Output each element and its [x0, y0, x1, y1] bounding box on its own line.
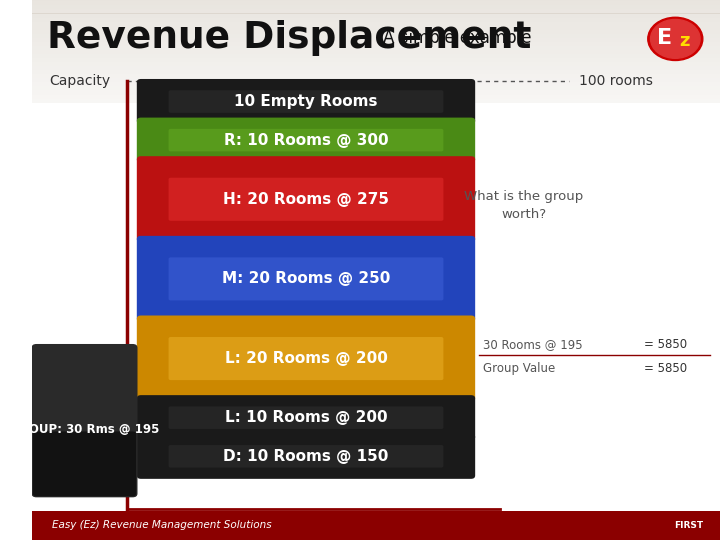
- Bar: [32, 103, 720, 106]
- Circle shape: [648, 17, 703, 60]
- Bar: [32, 33, 720, 38]
- Bar: [32, 94, 720, 98]
- Text: Easy (Ez) Revenue Management Solutions: Easy (Ez) Revenue Management Solutions: [52, 521, 271, 530]
- Text: 30 Rooms @ 195: 30 Rooms @ 195: [482, 338, 582, 351]
- FancyBboxPatch shape: [168, 90, 444, 113]
- Text: 10 Empty Rooms: 10 Empty Rooms: [234, 94, 378, 109]
- Bar: [32, 511, 720, 540]
- FancyBboxPatch shape: [168, 129, 444, 151]
- Bar: [32, 10, 720, 14]
- Bar: [32, 78, 720, 82]
- Bar: [32, 115, 720, 119]
- FancyBboxPatch shape: [168, 337, 444, 380]
- Bar: [32, 99, 720, 103]
- FancyBboxPatch shape: [137, 315, 475, 402]
- FancyBboxPatch shape: [137, 395, 475, 440]
- FancyBboxPatch shape: [168, 407, 444, 429]
- Text: R: 10 Rooms @ 300: R: 10 Rooms @ 300: [224, 133, 388, 147]
- Text: H: 20 Rooms @ 275: H: 20 Rooms @ 275: [223, 192, 389, 207]
- Bar: [32, 0, 720, 2]
- Bar: [32, 58, 720, 62]
- FancyBboxPatch shape: [137, 236, 475, 322]
- Bar: [32, 2, 720, 5]
- FancyBboxPatch shape: [137, 434, 475, 479]
- Text: GROUP: 30 Rms @ 195: GROUP: 30 Rms @ 195: [10, 423, 159, 436]
- FancyBboxPatch shape: [168, 258, 444, 300]
- Bar: [32, 42, 720, 46]
- Text: A simple example: A simple example: [383, 29, 531, 47]
- Bar: [32, 50, 720, 54]
- Bar: [32, 106, 720, 111]
- Bar: [32, 66, 720, 70]
- FancyBboxPatch shape: [33, 431, 136, 496]
- Bar: [32, 18, 720, 22]
- Text: Group Value: Group Value: [482, 362, 555, 375]
- Bar: [32, 111, 720, 115]
- Bar: [32, 5, 720, 10]
- Bar: [32, 103, 720, 540]
- Text: L: 10 Rooms @ 200: L: 10 Rooms @ 200: [225, 410, 387, 425]
- Text: L: 20 Rooms @ 200: L: 20 Rooms @ 200: [225, 351, 387, 366]
- Bar: [32, 70, 720, 74]
- FancyBboxPatch shape: [168, 445, 444, 468]
- Text: FIRST: FIRST: [675, 521, 703, 530]
- Bar: [32, 30, 720, 33]
- Bar: [32, 74, 720, 78]
- Text: Capacity: Capacity: [50, 74, 111, 88]
- Text: z: z: [679, 31, 690, 50]
- Text: M: 20 Rooms @ 250: M: 20 Rooms @ 250: [222, 272, 390, 286]
- Circle shape: [651, 19, 700, 58]
- FancyBboxPatch shape: [32, 344, 138, 497]
- Bar: [32, 62, 720, 66]
- Bar: [32, 22, 720, 25]
- Text: = 5850: = 5850: [644, 338, 688, 351]
- Bar: [32, 91, 720, 94]
- FancyBboxPatch shape: [137, 79, 475, 124]
- Text: = 5850: = 5850: [644, 362, 688, 375]
- FancyBboxPatch shape: [168, 178, 444, 221]
- Text: Revenue Displacement: Revenue Displacement: [48, 20, 532, 56]
- FancyBboxPatch shape: [137, 118, 475, 163]
- FancyBboxPatch shape: [137, 156, 475, 242]
- Bar: [32, 38, 720, 42]
- Text: E: E: [657, 28, 672, 48]
- Text: D: 10 Rooms @ 150: D: 10 Rooms @ 150: [223, 449, 389, 464]
- Bar: [32, 46, 720, 50]
- Bar: [32, 86, 720, 91]
- Bar: [32, 26, 720, 30]
- Bar: [32, 82, 720, 86]
- Bar: [32, 14, 720, 17]
- Text: What is the group
worth?: What is the group worth?: [464, 190, 584, 221]
- Bar: [32, 54, 720, 58]
- Text: 100 rooms: 100 rooms: [579, 74, 653, 88]
